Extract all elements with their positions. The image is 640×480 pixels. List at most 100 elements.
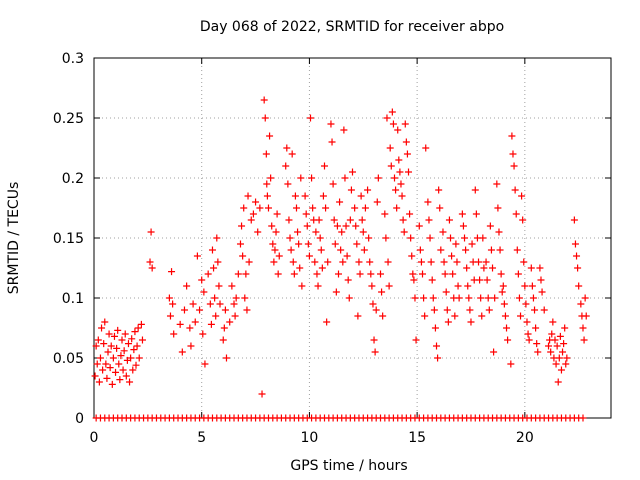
data-point — [271, 246, 279, 254]
data-point — [249, 210, 257, 218]
data-point — [374, 174, 382, 182]
data-point — [222, 354, 230, 362]
data-point — [341, 174, 349, 182]
data-point — [232, 294, 240, 302]
data-point — [212, 312, 220, 320]
data-point — [273, 210, 281, 218]
data-point — [527, 264, 535, 272]
data-point — [242, 270, 250, 278]
data-point — [343, 252, 351, 260]
data-point — [399, 216, 407, 224]
data-point — [115, 360, 123, 368]
data-point — [524, 330, 532, 338]
data-point — [92, 342, 100, 350]
data-point — [356, 270, 364, 278]
data-point — [478, 312, 486, 320]
data-point — [361, 204, 369, 212]
data-point — [415, 222, 423, 230]
data-point — [358, 216, 366, 224]
data-point — [168, 268, 176, 276]
data-point — [416, 246, 424, 254]
data-point — [421, 312, 429, 320]
data-point — [370, 336, 378, 344]
data-point — [552, 360, 560, 368]
data-point — [216, 300, 224, 308]
data-point — [466, 306, 474, 314]
data-point — [306, 114, 314, 122]
data-point — [102, 360, 110, 368]
data-point — [183, 282, 191, 290]
x-axis-label: GPS time / hours — [290, 458, 407, 474]
data-point — [309, 204, 317, 212]
data-point — [402, 138, 410, 146]
x-tick-label: 5 — [197, 430, 206, 446]
data-point — [537, 276, 545, 284]
data-point — [317, 246, 325, 254]
data-point — [547, 348, 555, 356]
data-point — [137, 320, 145, 328]
x-tick-label: 15 — [408, 430, 426, 446]
data-point — [431, 324, 439, 332]
data-point — [100, 340, 108, 348]
data-point — [433, 342, 441, 350]
data-point — [551, 336, 559, 344]
data-point — [241, 294, 249, 302]
data-point — [491, 294, 499, 302]
data-point — [514, 270, 522, 278]
data-point — [411, 294, 419, 302]
data-point — [313, 270, 321, 278]
data-point — [379, 312, 387, 320]
data-point — [332, 288, 340, 296]
data-point — [574, 264, 582, 272]
data-point — [98, 324, 106, 332]
data-point — [430, 306, 438, 314]
data-point — [381, 210, 389, 218]
data-point — [180, 306, 188, 314]
data-point — [498, 288, 506, 296]
data-point — [347, 186, 355, 194]
data-point — [494, 204, 502, 212]
data-point — [385, 282, 393, 290]
data-point — [455, 294, 463, 302]
data-point — [260, 96, 268, 104]
data-point — [134, 324, 142, 332]
data-point — [186, 324, 194, 332]
data-point — [372, 306, 380, 314]
data-point — [571, 240, 579, 248]
data-point — [275, 252, 283, 260]
data-point — [417, 258, 425, 266]
data-point — [114, 326, 122, 334]
data-point — [357, 192, 365, 200]
data-point — [96, 354, 104, 362]
data-point — [126, 378, 134, 386]
data-point — [146, 258, 154, 266]
data-point — [420, 294, 428, 302]
data-point — [221, 306, 229, 314]
data-point — [468, 240, 476, 248]
data-point — [449, 270, 457, 278]
data-point — [496, 246, 504, 254]
chart-title: Day 068 of 2022, SRMTID for receiver abp… — [200, 19, 504, 35]
data-point — [394, 126, 402, 134]
data-point — [262, 150, 270, 158]
data-point — [548, 330, 556, 338]
data-point — [554, 378, 562, 386]
data-point — [472, 210, 480, 218]
data-point — [513, 246, 521, 254]
data-point — [378, 288, 386, 296]
data-point — [575, 282, 583, 290]
data-point — [135, 354, 143, 362]
data-point — [448, 252, 456, 260]
data-point — [338, 228, 346, 236]
data-point — [489, 264, 497, 272]
data-point — [301, 192, 309, 200]
data-point — [368, 282, 376, 290]
data-point — [319, 192, 327, 200]
y-tick-label: 0 — [75, 411, 84, 427]
data-point — [383, 114, 391, 122]
data-point — [396, 168, 404, 176]
data-point — [437, 246, 445, 254]
data-point — [349, 168, 356, 176]
data-point — [476, 276, 484, 284]
data-point — [382, 234, 390, 242]
